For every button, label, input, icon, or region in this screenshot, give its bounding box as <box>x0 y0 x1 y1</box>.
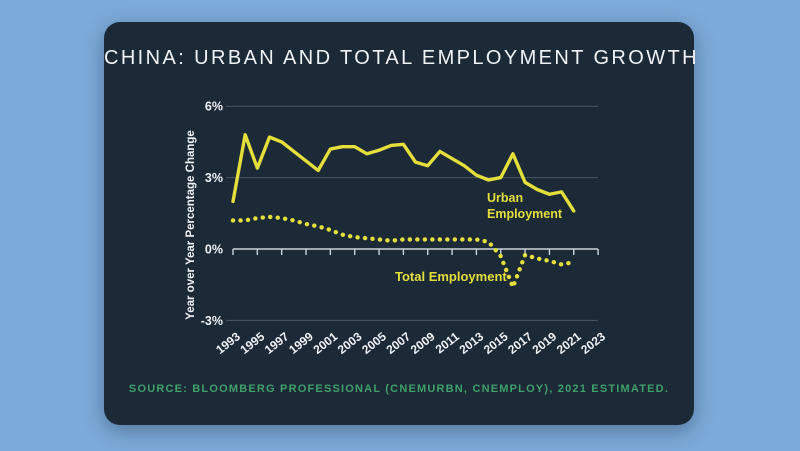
x-tick-label-2011: 2011 <box>433 329 462 356</box>
urban-employment-label-line1: Urban <box>487 191 523 205</box>
source-attribution: SOURCE: BLOOMBERG PROFESSIONAL (CNEMURBN… <box>128 383 670 395</box>
employment-chart-svg: 6%3%0%-3%1993199519971999200120032005200… <box>185 100 608 357</box>
x-tick-label-2021: 2021 <box>554 329 584 357</box>
urban-employment-line <box>231 133 576 213</box>
x-tick-label-2005: 2005 <box>359 329 389 357</box>
x-tick-label-2007: 2007 <box>384 329 414 357</box>
employment-chart: 6% 3% 0% -3% 1993 1995 1997 1999 2001 2003 2005 200… <box>150 85 700 365</box>
x-tick-label-1997: 1997 <box>262 329 292 357</box>
total-employment-line <box>230 214 576 290</box>
x-tick-label-2013: 2013 <box>457 329 487 357</box>
chart-title: CHINA: URBAN AND TOTAL EMPLOYMENT GROWTH <box>104 47 699 69</box>
x-tick-label-2001: 2001 <box>311 329 341 357</box>
total-employment-label: Total Employment <box>395 269 507 284</box>
x-tick-label-2003: 2003 <box>335 329 365 357</box>
x-tick-label-2017: 2017 <box>505 329 535 357</box>
y-axis-title: Year over Year Percentage Change <box>185 130 197 320</box>
y-tick-label-3%: 3% <box>205 171 223 185</box>
x-tick-label-1995: 1995 <box>238 329 268 357</box>
x-tick-label-2009: 2009 <box>408 329 438 357</box>
x-tick-label-2023: 2023 <box>578 329 608 357</box>
chart-card: CHINA: URBAN AND TOTAL EMPLOYMENT GROWTH… <box>104 22 699 425</box>
x-tick-label-2015: 2015 <box>481 329 511 357</box>
urban-employment-label-line2: Employment <box>487 207 563 221</box>
x-tick-label-1999: 1999 <box>286 329 316 357</box>
x-tick-label-1993: 1993 <box>213 329 243 357</box>
y-tick-label--3%: -3% <box>201 314 223 328</box>
x-tick-label-2019: 2019 <box>530 329 560 357</box>
y-tick-label-6%: 6% <box>205 100 223 114</box>
y-tick-label-0%: 0% <box>205 243 223 257</box>
